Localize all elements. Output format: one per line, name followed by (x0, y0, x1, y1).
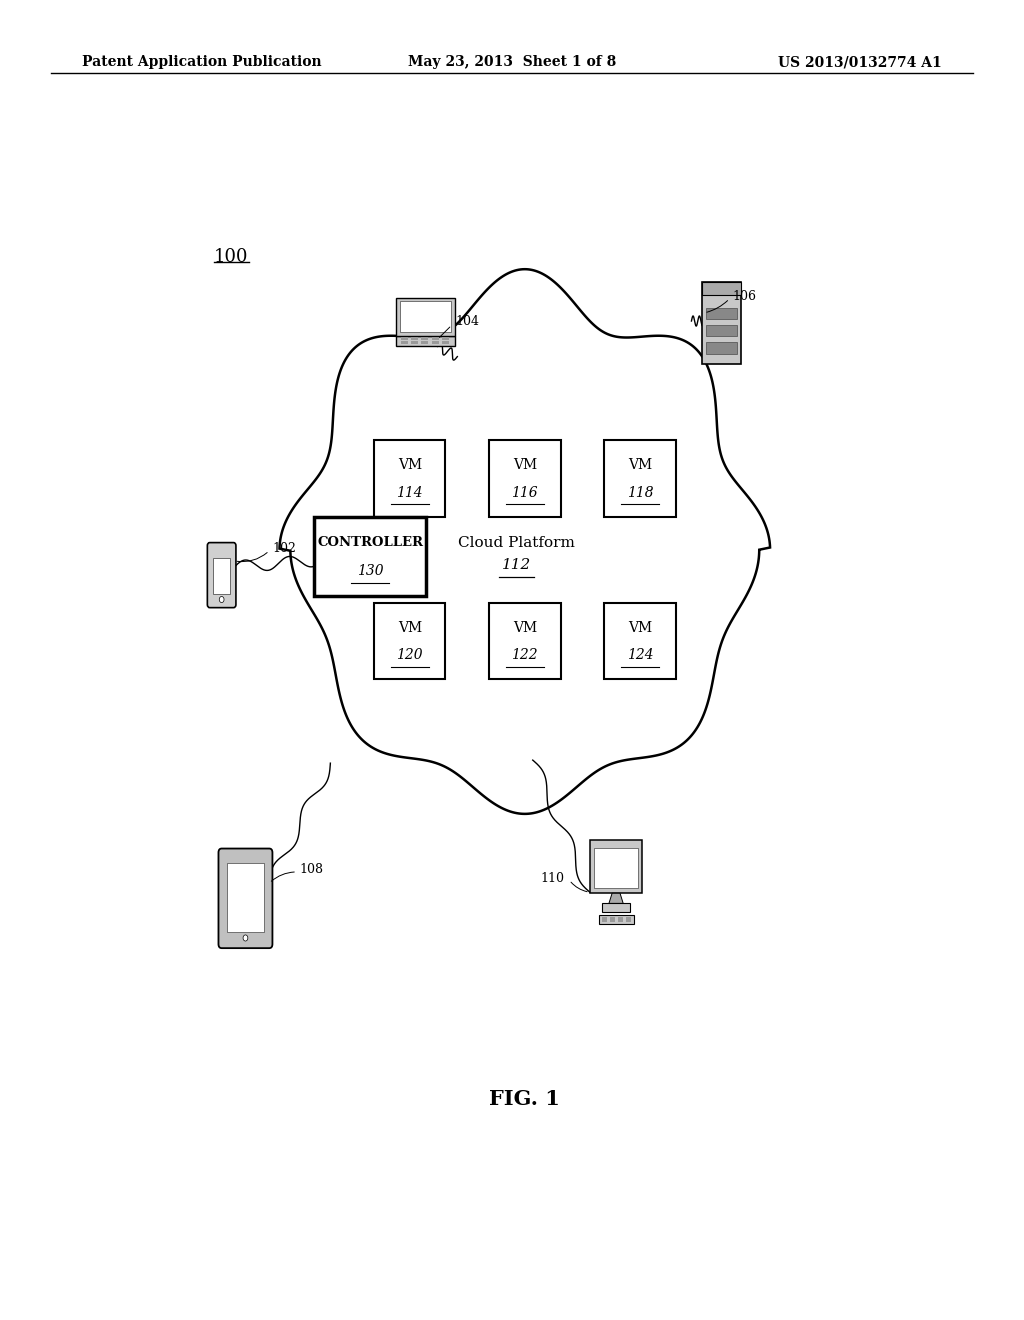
Text: VM: VM (628, 620, 652, 635)
Text: VM: VM (513, 620, 537, 635)
Text: VM: VM (397, 458, 422, 473)
FancyBboxPatch shape (442, 342, 449, 345)
Text: CONTROLLER: CONTROLLER (317, 536, 423, 549)
Text: 116: 116 (511, 486, 539, 500)
FancyBboxPatch shape (400, 338, 408, 341)
Polygon shape (280, 269, 770, 814)
Text: 114: 114 (396, 486, 423, 500)
FancyBboxPatch shape (227, 863, 264, 932)
FancyBboxPatch shape (421, 338, 428, 341)
FancyBboxPatch shape (626, 916, 631, 921)
FancyBboxPatch shape (396, 297, 456, 337)
FancyBboxPatch shape (489, 441, 560, 516)
Text: 124: 124 (627, 648, 653, 663)
Circle shape (219, 597, 224, 602)
Circle shape (243, 935, 248, 941)
Text: 118: 118 (627, 486, 653, 500)
FancyBboxPatch shape (594, 847, 638, 888)
FancyBboxPatch shape (421, 342, 428, 345)
Text: VM: VM (628, 458, 652, 473)
FancyBboxPatch shape (604, 441, 676, 516)
Text: 104: 104 (455, 314, 479, 327)
Text: Patent Application Publication: Patent Application Publication (82, 55, 322, 70)
Polygon shape (609, 894, 624, 903)
FancyBboxPatch shape (411, 342, 418, 345)
FancyBboxPatch shape (604, 603, 676, 680)
Text: 110: 110 (541, 871, 564, 884)
FancyBboxPatch shape (706, 308, 737, 319)
Text: 130: 130 (356, 564, 383, 578)
FancyBboxPatch shape (374, 441, 445, 516)
FancyBboxPatch shape (706, 325, 737, 337)
Text: 106: 106 (733, 290, 757, 304)
Text: FIG. 1: FIG. 1 (489, 1089, 560, 1109)
FancyBboxPatch shape (207, 543, 236, 607)
FancyBboxPatch shape (314, 517, 426, 597)
Text: VM: VM (397, 620, 422, 635)
FancyBboxPatch shape (489, 603, 560, 680)
FancyBboxPatch shape (213, 558, 230, 594)
FancyBboxPatch shape (374, 603, 445, 680)
Text: 112: 112 (502, 558, 531, 572)
FancyBboxPatch shape (399, 301, 452, 333)
FancyBboxPatch shape (706, 342, 737, 354)
Text: 100: 100 (214, 248, 248, 265)
FancyBboxPatch shape (602, 916, 607, 921)
Text: Cloud Platform: Cloud Platform (459, 536, 575, 549)
FancyBboxPatch shape (400, 342, 408, 345)
FancyBboxPatch shape (590, 841, 642, 894)
FancyBboxPatch shape (396, 337, 456, 346)
Text: 108: 108 (299, 863, 324, 876)
FancyBboxPatch shape (701, 282, 741, 294)
Text: US 2013/0132774 A1: US 2013/0132774 A1 (778, 55, 942, 70)
FancyBboxPatch shape (218, 849, 272, 948)
Text: 102: 102 (272, 543, 296, 556)
FancyBboxPatch shape (602, 903, 631, 912)
Text: VM: VM (513, 458, 537, 473)
FancyBboxPatch shape (411, 338, 418, 341)
FancyBboxPatch shape (599, 915, 634, 924)
FancyBboxPatch shape (617, 916, 624, 921)
FancyBboxPatch shape (431, 338, 438, 341)
Text: May 23, 2013  Sheet 1 of 8: May 23, 2013 Sheet 1 of 8 (408, 55, 616, 70)
FancyBboxPatch shape (701, 282, 741, 364)
FancyBboxPatch shape (431, 342, 438, 345)
FancyBboxPatch shape (609, 916, 615, 921)
Text: 122: 122 (511, 648, 539, 663)
FancyBboxPatch shape (442, 338, 449, 341)
Text: 120: 120 (396, 648, 423, 663)
